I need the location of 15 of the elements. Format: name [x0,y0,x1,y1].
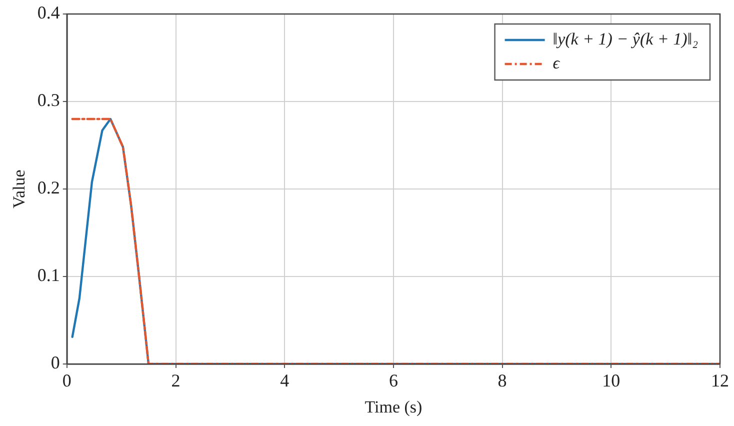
y-tick-label: 0.2 [37,178,60,198]
y-tick-label: 0 [50,352,60,373]
legend-label: ‖y(k + 1) − ŷ(k + 1)‖₂ [552,29,698,48]
x-tick-label: 12 [711,370,729,391]
x-tick-label: 2 [171,370,180,391]
x-tick-label: 6 [388,370,398,391]
x-tick-label: 4 [280,370,290,391]
x-tick-label: 8 [498,370,507,391]
x-tick-label: 10 [602,370,620,391]
y-axis-title: Value [10,170,29,208]
x-axis-title: Time (s) [364,397,422,416]
y-tick-label: 0.1 [37,265,60,286]
y-tick-label: 0.3 [37,90,60,110]
legend-label: ϵ [552,53,561,72]
y-tick-label: 0.4 [37,2,60,23]
